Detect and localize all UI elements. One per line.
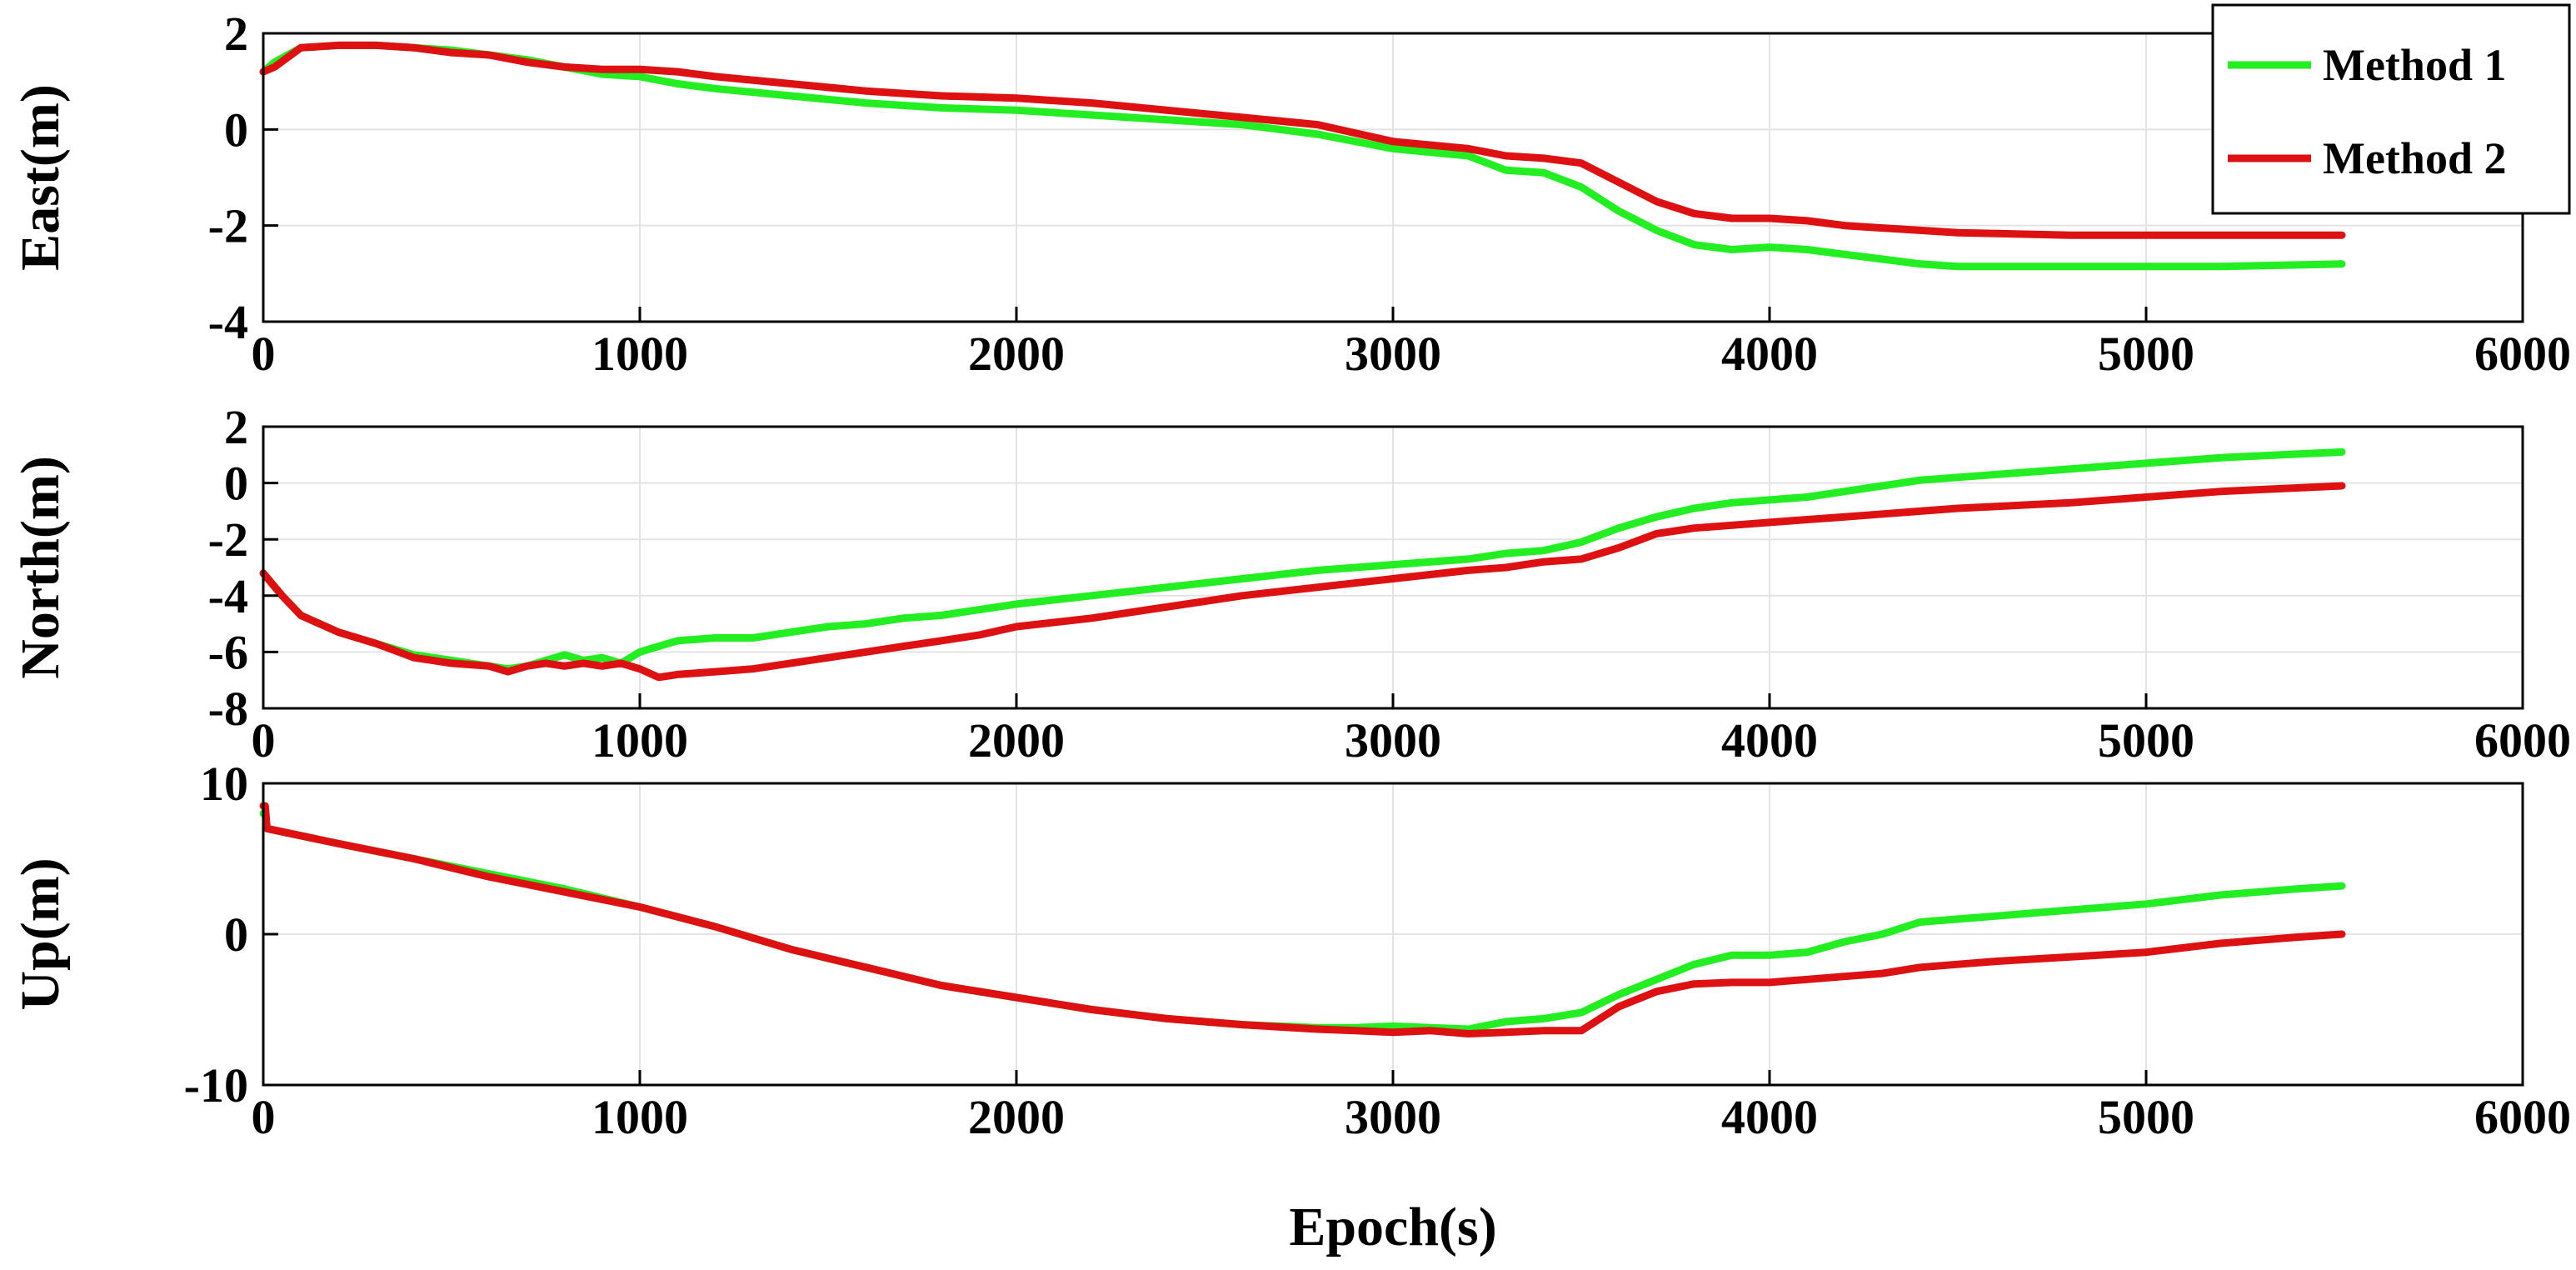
series-line-method-2 [259,41,2346,239]
x-tick-label: 4000 [1721,713,1818,768]
x-tick-label: 2000 [968,1090,1065,1144]
y-tick-label: -10 [184,1058,248,1112]
x-tick-label: 4000 [1721,1090,1818,1144]
x-tick-label: 0 [252,1090,276,1144]
y-tick-label: -2 [208,199,248,253]
y-tick-label: -8 [208,682,248,736]
y-axis-title: Up(m) [10,858,71,1010]
x-tick-label: 2000 [968,713,1065,768]
y-tick-label: -4 [208,569,248,623]
y-tick-label: 10 [200,757,248,811]
x-tick-label: 0 [252,327,276,381]
y-tick-label: 0 [224,457,248,511]
legend-label-method-2: Method 2 [2323,133,2506,183]
x-tick-label: 1000 [592,1090,688,1144]
y-tick-label: -4 [208,295,248,349]
y-axis-title: North(m) [10,456,71,679]
legend: Method 1 Method 2 [2211,3,2571,215]
x-tick-label: 0 [252,713,276,768]
y-tick-label: 2 [224,7,248,61]
x-tick-label: 3000 [1345,327,1441,381]
y-axis-title: East(m) [10,84,71,271]
x-tick-label: 6000 [2474,327,2571,381]
series-line-method-2 [259,482,2346,682]
x-tick-label: 2000 [968,327,1065,381]
x-tick-label: 5000 [2098,713,2194,768]
x-tick-label: 1000 [592,327,688,381]
series-line-method-2 [259,802,2346,1038]
y-tick-label: -2 [208,512,248,567]
x-tick-label: 4000 [1721,327,1818,381]
y-tick-label: 0 [224,908,248,962]
x-tick-label: 5000 [2098,1090,2194,1144]
y-tick-label: -6 [208,625,248,679]
x-tick-label: 1000 [592,713,688,768]
x-tick-label: 6000 [2474,1090,2571,1144]
x-tick-label: 3000 [1345,1090,1441,1144]
y-tick-label: 0 [224,102,248,157]
x-axis-title: Epoch(s) [1289,1197,1496,1258]
y-tick-label: 2 [224,400,248,454]
x-tick-label: 3000 [1345,713,1441,768]
legend-box [2211,3,2571,215]
legend-label-method-1: Method 1 [2323,40,2506,90]
subplot-north: 0 1000 2000 3000 4000 5000 6000-8-6-4-202North… [10,400,2571,768]
x-tick-label: 5000 [2098,327,2194,381]
x-tick-label: 6000 [2474,713,2571,768]
